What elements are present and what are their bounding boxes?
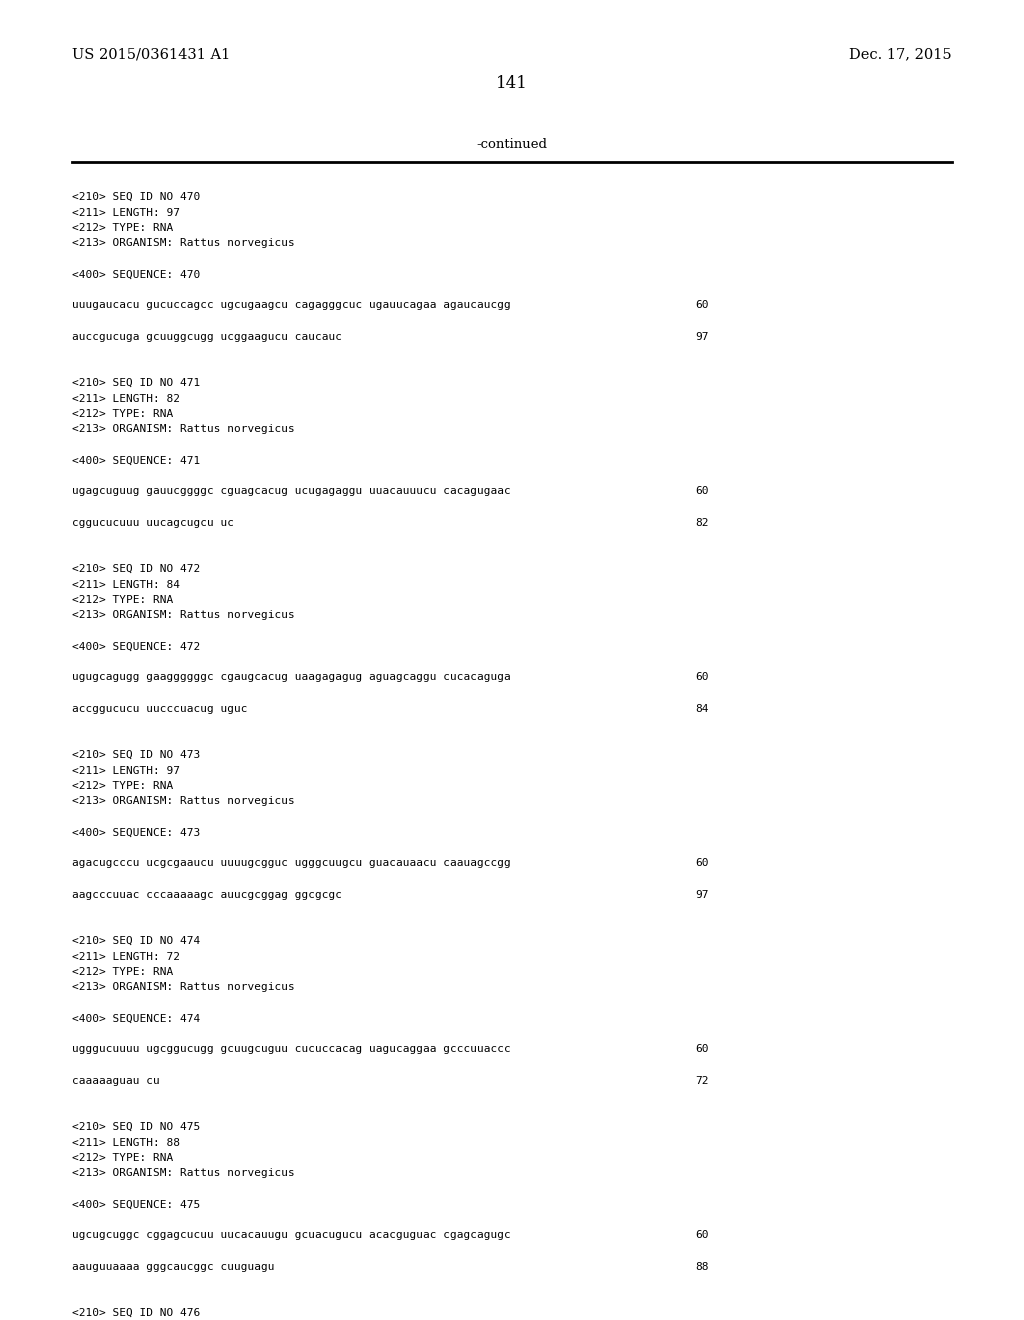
Text: <210> SEQ ID NO 475: <210> SEQ ID NO 475 [72, 1122, 201, 1133]
Text: <213> ORGANISM: Rattus norvegicus: <213> ORGANISM: Rattus norvegicus [72, 1168, 295, 1179]
Text: 60: 60 [695, 858, 709, 869]
Text: 84: 84 [695, 704, 709, 714]
Text: cggucucuuu uucagcugcu uc: cggucucuuu uucagcugcu uc [72, 517, 234, 528]
Text: 72: 72 [695, 1076, 709, 1085]
Text: <400> SEQUENCE: 472: <400> SEQUENCE: 472 [72, 642, 201, 652]
Text: <400> SEQUENCE: 471: <400> SEQUENCE: 471 [72, 455, 201, 466]
Text: <210> SEQ ID NO 470: <210> SEQ ID NO 470 [72, 191, 201, 202]
Text: <210> SEQ ID NO 476: <210> SEQ ID NO 476 [72, 1308, 201, 1317]
Text: <400> SEQUENCE: 473: <400> SEQUENCE: 473 [72, 828, 201, 837]
Text: <211> LENGTH: 88: <211> LENGTH: 88 [72, 1138, 180, 1147]
Text: ugggucuuuu ugcggucugg gcuugcuguu cucuccacag uagucaggaa gcccuuaccc: ugggucuuuu ugcggucugg gcuugcuguu cucucca… [72, 1044, 511, 1055]
Text: accggucucu uucccuacug uguc: accggucucu uucccuacug uguc [72, 704, 248, 714]
Text: 97: 97 [695, 890, 709, 899]
Text: <213> ORGANISM: Rattus norvegicus: <213> ORGANISM: Rattus norvegicus [72, 610, 295, 620]
Text: 88: 88 [695, 1262, 709, 1271]
Text: <212> TYPE: RNA: <212> TYPE: RNA [72, 409, 173, 418]
Text: US 2015/0361431 A1: US 2015/0361431 A1 [72, 48, 230, 61]
Text: ugugcagugg gaaggggggc cgaugcacug uaagagagug aguagcaggu cucacaguga: ugugcagugg gaaggggggc cgaugcacug uaagaga… [72, 672, 511, 682]
Text: <211> LENGTH: 97: <211> LENGTH: 97 [72, 207, 180, 218]
Text: <213> ORGANISM: Rattus norvegicus: <213> ORGANISM: Rattus norvegicus [72, 425, 295, 434]
Text: <211> LENGTH: 72: <211> LENGTH: 72 [72, 952, 180, 961]
Text: <400> SEQUENCE: 475: <400> SEQUENCE: 475 [72, 1200, 201, 1209]
Text: 60: 60 [695, 672, 709, 682]
Text: <210> SEQ ID NO 473: <210> SEQ ID NO 473 [72, 750, 201, 760]
Text: ugcugcuggc cggagcucuu uucacauugu gcuacugucu acacguguac cgagcagugc: ugcugcuggc cggagcucuu uucacauugu gcuacug… [72, 1230, 511, 1241]
Text: 60: 60 [695, 1230, 709, 1241]
Text: <213> ORGANISM: Rattus norvegicus: <213> ORGANISM: Rattus norvegicus [72, 982, 295, 993]
Text: <210> SEQ ID NO 474: <210> SEQ ID NO 474 [72, 936, 201, 946]
Text: <212> TYPE: RNA: <212> TYPE: RNA [72, 968, 173, 977]
Text: <213> ORGANISM: Rattus norvegicus: <213> ORGANISM: Rattus norvegicus [72, 239, 295, 248]
Text: 141: 141 [496, 75, 528, 92]
Text: <400> SEQUENCE: 470: <400> SEQUENCE: 470 [72, 269, 201, 280]
Text: 97: 97 [695, 331, 709, 342]
Text: -continued: -continued [476, 139, 548, 150]
Text: <210> SEQ ID NO 472: <210> SEQ ID NO 472 [72, 564, 201, 574]
Text: auccgucuga gcuuggcugg ucggaagucu caucauc: auccgucuga gcuuggcugg ucggaagucu caucauc [72, 331, 342, 342]
Text: uuugaucacu gucuccagcc ugcugaagcu cagagggcuc ugauucagaa agaucaucgg: uuugaucacu gucuccagcc ugcugaagcu cagaggg… [72, 301, 511, 310]
Text: 60: 60 [695, 1044, 709, 1055]
Text: <213> ORGANISM: Rattus norvegicus: <213> ORGANISM: Rattus norvegicus [72, 796, 295, 807]
Text: Dec. 17, 2015: Dec. 17, 2015 [849, 48, 952, 61]
Text: <211> LENGTH: 82: <211> LENGTH: 82 [72, 393, 180, 404]
Text: <212> TYPE: RNA: <212> TYPE: RNA [72, 1152, 173, 1163]
Text: 82: 82 [695, 517, 709, 528]
Text: <400> SEQUENCE: 474: <400> SEQUENCE: 474 [72, 1014, 201, 1023]
Text: 60: 60 [695, 301, 709, 310]
Text: caaaaaguau cu: caaaaaguau cu [72, 1076, 160, 1085]
Text: aagcccuuac cccaaaaagc auucgcggag ggcgcgc: aagcccuuac cccaaaaagc auucgcggag ggcgcgc [72, 890, 342, 899]
Text: <210> SEQ ID NO 471: <210> SEQ ID NO 471 [72, 378, 201, 388]
Text: agacugcccu ucgcgaaucu uuuugcgguc ugggcuugcu guacauaacu caauagccgg: agacugcccu ucgcgaaucu uuuugcgguc ugggcuu… [72, 858, 511, 869]
Text: aauguuaaaa gggcaucggc cuuguagu: aauguuaaaa gggcaucggc cuuguagu [72, 1262, 274, 1271]
Text: ugagcuguug gauucggggc cguagcacug ucugagaggu uuacauuucu cacagugaac: ugagcuguug gauucggggc cguagcacug ucugaga… [72, 487, 511, 496]
Text: <212> TYPE: RNA: <212> TYPE: RNA [72, 223, 173, 234]
Text: 60: 60 [695, 487, 709, 496]
Text: <211> LENGTH: 97: <211> LENGTH: 97 [72, 766, 180, 776]
Text: <211> LENGTH: 84: <211> LENGTH: 84 [72, 579, 180, 590]
Text: <212> TYPE: RNA: <212> TYPE: RNA [72, 595, 173, 605]
Text: <212> TYPE: RNA: <212> TYPE: RNA [72, 781, 173, 791]
